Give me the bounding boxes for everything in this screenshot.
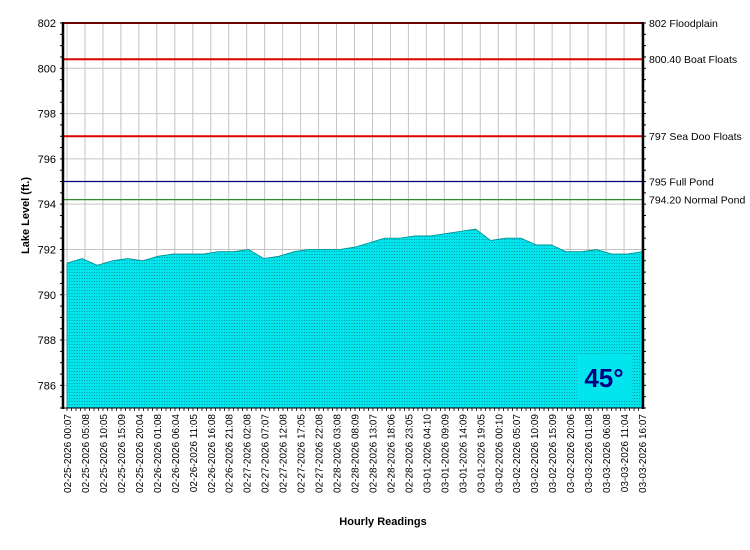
x-tick-label: 03-02-2026 10:09 [530,414,541,493]
x-tick-label: 02-25-2026 10:05 [99,414,110,493]
x-tick-label: 03-01-2026 04:10 [422,414,433,493]
x-tick-label: 03-02-2026 05:07 [512,414,523,493]
reference-line-label: 797 Sea Doo Floats [649,131,742,143]
x-tick-label: 02-28-2026 23:05 [404,414,415,493]
x-tick-label: 03-03-2026 11:04 [620,414,631,493]
x-tick-label: 02-26-2026 06:04 [171,414,182,493]
reference-line-label: 794.20 Normal Pond [649,195,745,207]
x-tick-label: 02-25-2026 15:09 [117,414,128,493]
x-tick-label: 02-28-2026 03:08 [333,414,344,493]
y-tick-label: 798 [38,109,56,121]
x-tick-label: 03-01-2026 09:09 [440,414,451,493]
x-tick-label: 03-03-2026 16:07 [638,414,649,493]
x-tick-label: 02-25-2026 20:04 [135,414,146,493]
x-tick-label: 02-28-2026 13:07 [368,414,379,493]
reference-line-label: 800.40 Boat Floats [649,54,737,66]
temperature-badge [577,354,632,399]
y-axis-title: Lake Level (ft.) [20,177,32,254]
lake-level-area [66,228,643,409]
x-tick-label: 02-26-2026 16:08 [207,414,218,493]
x-tick-label: 03-02-2026 00:10 [494,414,505,493]
x-tick-label: 02-26-2026 11:05 [189,414,200,493]
x-tick-label: 03-01-2026 14:09 [458,414,469,493]
x-tick-label: 03-01-2026 19:05 [476,414,487,493]
x-tick-label: 02-25-2026 05:08 [81,414,92,493]
x-tick-label: 02-26-2026 01:08 [153,414,164,493]
x-tick-label: 02-27-2026 22:08 [315,414,326,493]
x-tick-label: 02-27-2026 02:08 [243,414,254,493]
y-tick-label: 786 [38,380,56,392]
temperature-badge-text: 45° [584,363,623,393]
x-tick-label: 03-03-2026 06:08 [602,414,613,493]
x-tick-label: 02-26-2026 21:08 [225,414,236,493]
y-tick-label: 794 [38,199,56,211]
y-tick-label: 788 [38,335,56,347]
x-tick-label: 02-27-2026 17:05 [297,414,308,493]
reference-line-label: 795 Full Pond [649,177,714,189]
x-tick-label: 02-28-2026 18:06 [386,414,397,493]
x-tick-label: 03-02-2026 15:09 [548,414,559,493]
x-tick-label: 02-25-2026 00:07 [63,414,74,493]
y-tick-label: 792 [38,244,56,256]
y-tick-label: 802 [38,18,56,30]
y-tick-label: 800 [38,63,56,75]
x-axis-title: Hourly Readings [339,516,426,528]
y-tick-label: 796 [38,154,56,166]
x-tick-label: 02-27-2026 12:08 [279,414,290,493]
reference-line-label: 802 Floodplain [649,18,718,30]
x-tick-label: 03-03-2026 01:08 [584,414,595,493]
x-tick-label: 03-02-2026 20:06 [566,414,577,493]
y-tick-label: 790 [38,290,56,302]
x-tick-label: 02-27-2026 07:07 [261,414,272,493]
x-tick-label: 02-28-2026 08:09 [351,414,362,493]
